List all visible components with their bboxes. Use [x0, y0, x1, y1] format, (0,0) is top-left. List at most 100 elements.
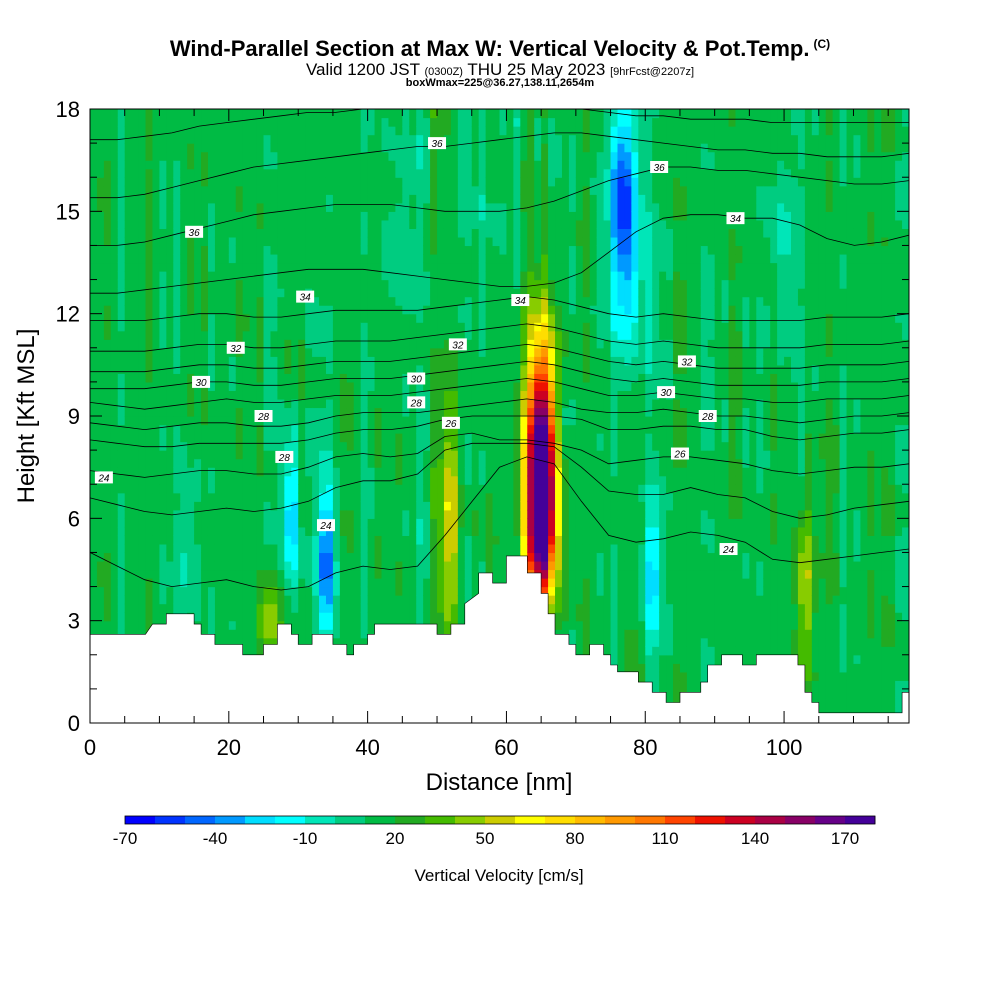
velocity-cell [534, 126, 542, 136]
velocity-cell [443, 441, 452, 451]
velocity-cell [90, 253, 98, 264]
velocity-cell [103, 560, 112, 571]
velocity-cell [437, 279, 445, 289]
velocity-cell [457, 134, 466, 144]
velocity-cell [110, 330, 119, 340]
velocity-cell [548, 603, 556, 613]
velocity-cell [235, 407, 244, 417]
velocity-cell [270, 305, 278, 315]
velocity-cell [339, 305, 348, 315]
velocity-cell [548, 586, 556, 596]
velocity-cell [492, 398, 501, 409]
velocity-cell [187, 143, 195, 153]
velocity-cell [437, 381, 445, 392]
velocity-cell [173, 245, 181, 255]
velocity-cell [346, 211, 355, 221]
velocity-cell [207, 211, 216, 221]
velocity-cell [506, 322, 514, 332]
velocity-cell [395, 578, 403, 588]
velocity-cell [305, 467, 313, 477]
velocity-cell [423, 168, 431, 178]
velocity-cell [360, 586, 369, 596]
velocity-cell [110, 117, 119, 127]
velocity-cell [319, 211, 327, 221]
velocity-cell [180, 185, 188, 195]
velocity-cell [464, 305, 473, 315]
velocity-cell [478, 202, 487, 212]
velocity-cell [180, 475, 188, 485]
velocity-cell [492, 305, 501, 315]
velocity-cell [443, 151, 452, 161]
velocity-cell [339, 194, 348, 204]
velocity-cell [416, 450, 424, 460]
velocity-cell [249, 288, 258, 298]
velocity-cell [409, 390, 417, 400]
velocity-cell [346, 228, 355, 238]
velocity-cell [305, 271, 313, 281]
velocity-cell [437, 424, 445, 434]
velocity-cell [96, 202, 105, 212]
velocity-cell [284, 407, 292, 417]
velocity-cell [124, 279, 133, 289]
velocity-cell [471, 168, 480, 178]
velocity-cell [319, 117, 327, 127]
velocity-cell [561, 211, 570, 221]
velocity-cell [332, 364, 341, 374]
velocity-cell [555, 330, 563, 340]
velocity-cell [457, 424, 466, 434]
velocity-cell [325, 458, 334, 468]
velocity-cell [534, 347, 542, 357]
velocity-cell [187, 262, 195, 272]
velocity-cell [520, 501, 528, 511]
velocity-cell [124, 484, 133, 494]
velocity-cell [374, 424, 383, 434]
velocity-cell [138, 253, 147, 264]
velocity-cell [319, 109, 327, 119]
velocity-cell [450, 475, 459, 485]
velocity-cell [214, 373, 223, 383]
velocity-cell [194, 202, 202, 212]
velocity-cell [159, 177, 167, 187]
velocity-cell [110, 407, 119, 417]
velocity-cell [228, 245, 237, 255]
velocity-cell [159, 467, 167, 477]
velocity-cell [90, 373, 98, 383]
velocity-cell [117, 279, 126, 289]
velocity-cell [305, 433, 313, 443]
velocity-cell [339, 407, 348, 417]
velocity-cell [534, 475, 542, 485]
velocity-cell [464, 279, 473, 289]
velocity-cell [541, 143, 549, 153]
velocity-cell [506, 305, 514, 315]
velocity-cell [131, 433, 140, 443]
velocity-cell [541, 424, 549, 434]
velocity-cell [319, 398, 327, 409]
velocity-cell [180, 398, 188, 409]
velocity-cell [457, 151, 466, 161]
velocity-cell [367, 194, 376, 204]
velocity-cell [346, 364, 355, 374]
velocity-cell [207, 595, 216, 605]
velocity-cell [513, 245, 521, 255]
velocity-cell [319, 177, 327, 187]
velocity-cell [478, 424, 487, 434]
velocity-cell [381, 535, 390, 545]
velocity-cell [242, 467, 251, 477]
velocity-cell [305, 475, 313, 485]
velocity-cell [166, 552, 174, 562]
velocity-cell [520, 356, 528, 366]
velocity-cell [499, 356, 508, 366]
velocity-cell [374, 143, 383, 153]
velocity-cell [138, 595, 147, 605]
velocity-cell [381, 339, 390, 349]
velocity-cell [339, 416, 348, 426]
velocity-cell [152, 612, 161, 622]
velocity-cell [346, 646, 355, 656]
velocity-cell [430, 194, 438, 204]
velocity-cell [374, 134, 383, 144]
velocity-cell [381, 381, 390, 392]
velocity-cell [284, 458, 292, 468]
velocity-cell [492, 330, 501, 340]
velocity-cell [96, 492, 105, 502]
velocity-cell [374, 151, 383, 161]
